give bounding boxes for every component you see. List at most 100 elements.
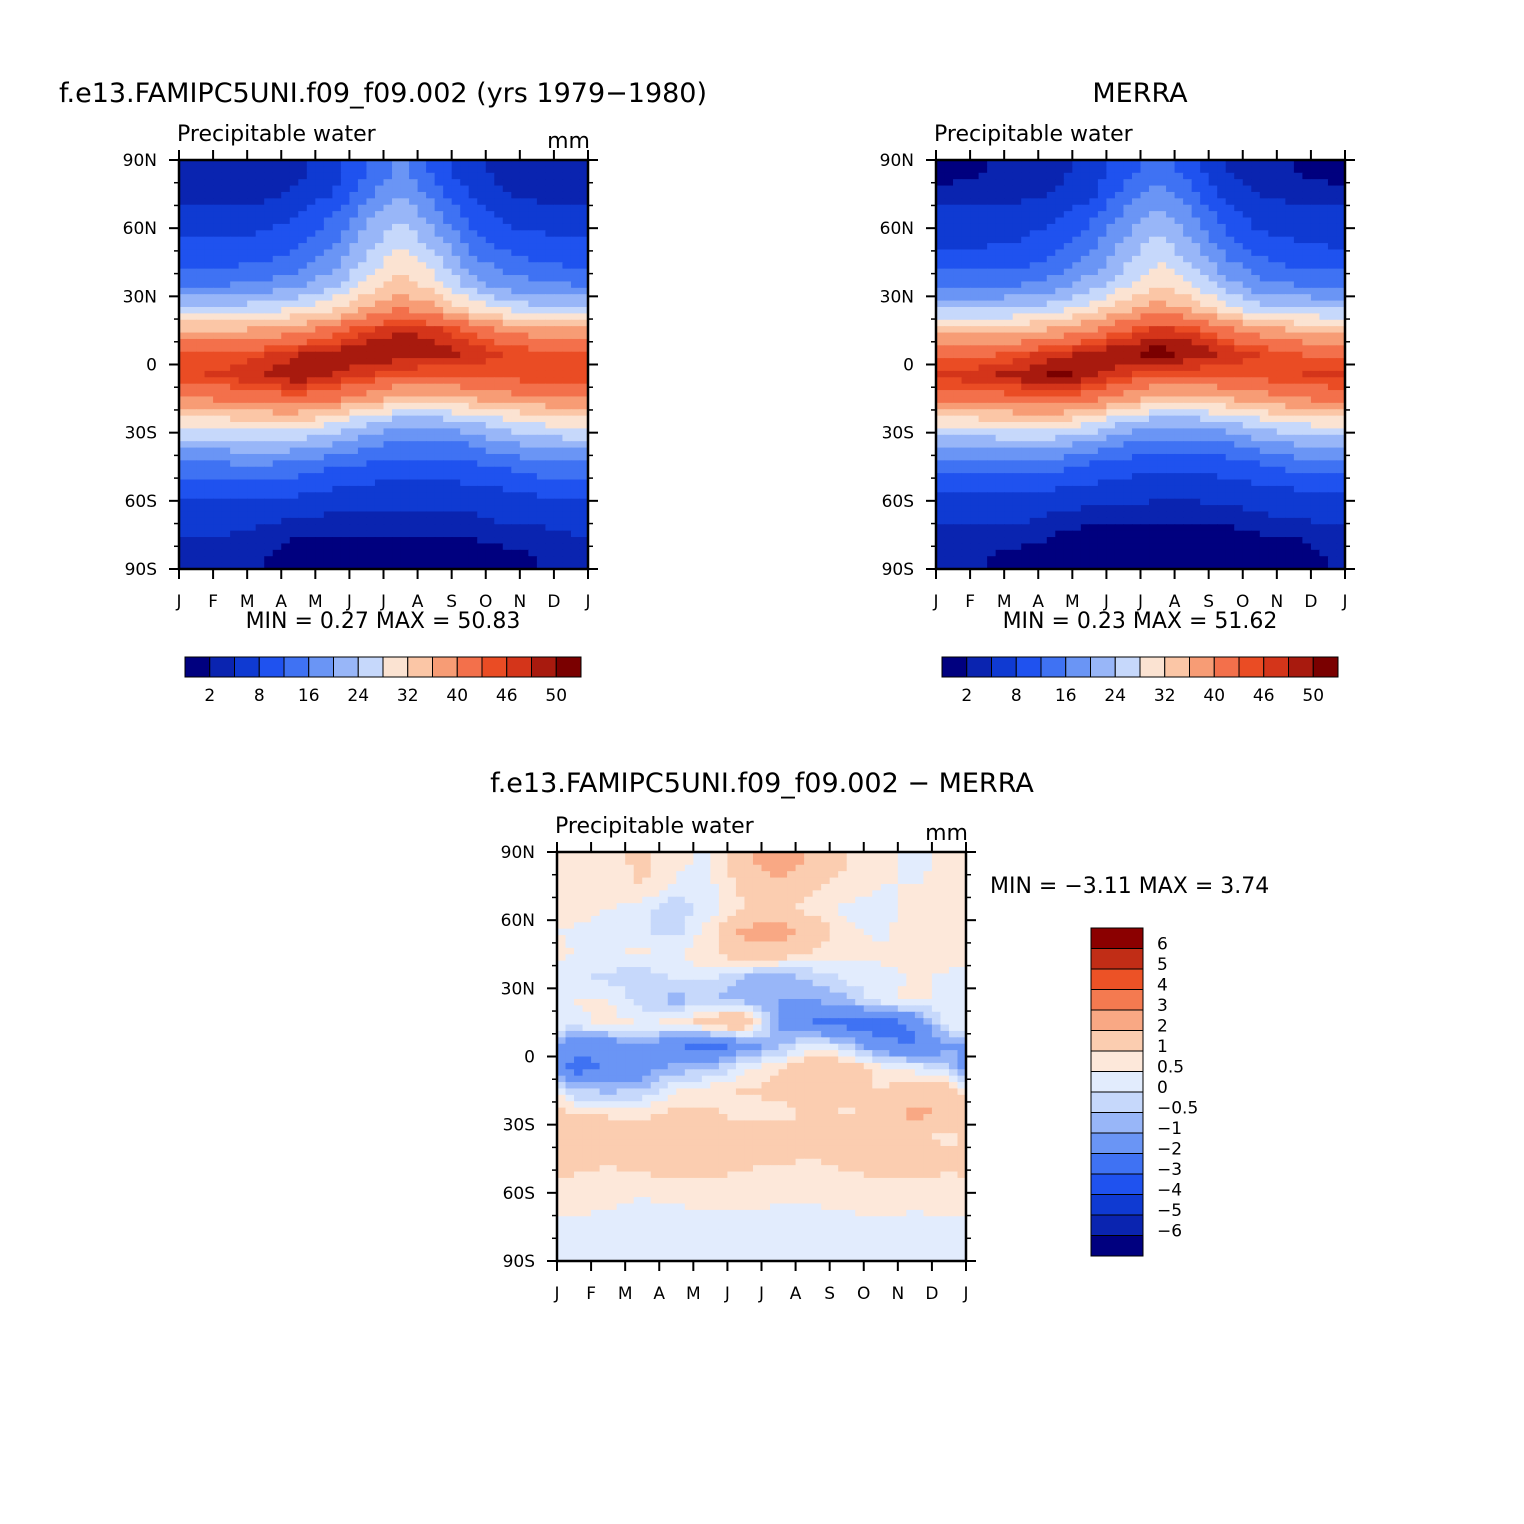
field-cell bbox=[1259, 345, 1269, 353]
field-cell bbox=[519, 466, 529, 474]
field-cell bbox=[944, 160, 954, 167]
field-cell bbox=[528, 236, 538, 244]
field-cell bbox=[1217, 345, 1227, 353]
field-cell bbox=[1293, 390, 1303, 398]
field-cell bbox=[460, 160, 470, 167]
field-cell bbox=[255, 422, 265, 430]
field-cell bbox=[460, 166, 470, 174]
field-cell bbox=[238, 179, 248, 187]
field-cell bbox=[1285, 287, 1295, 295]
field-cell bbox=[417, 191, 427, 199]
field-cell bbox=[485, 313, 495, 321]
field-cell bbox=[264, 294, 274, 302]
field-cell bbox=[511, 460, 521, 468]
field-cell bbox=[179, 364, 189, 372]
field-cell bbox=[409, 351, 419, 359]
field-cell bbox=[1208, 179, 1218, 187]
field-cell bbox=[196, 524, 206, 532]
field-cell bbox=[238, 198, 248, 206]
field-cell bbox=[255, 313, 265, 321]
field-cell bbox=[1021, 370, 1031, 378]
field-cell bbox=[970, 396, 980, 404]
field-cell bbox=[562, 473, 572, 481]
field-cell bbox=[1319, 319, 1329, 327]
field-cell bbox=[528, 300, 538, 308]
field-cell bbox=[1149, 377, 1159, 385]
field-cell bbox=[528, 217, 538, 225]
field-cell bbox=[451, 172, 461, 180]
field-cell bbox=[289, 409, 299, 417]
field-cell bbox=[451, 524, 461, 532]
field-cell bbox=[187, 281, 197, 289]
field-cell bbox=[579, 281, 589, 289]
field-cell bbox=[315, 281, 325, 289]
field-cell bbox=[366, 390, 376, 398]
field-cell bbox=[247, 556, 257, 564]
field-cell bbox=[944, 319, 954, 327]
field-cell bbox=[213, 338, 223, 346]
field-cell bbox=[970, 332, 980, 340]
field-cell bbox=[477, 191, 487, 199]
field-cell bbox=[264, 390, 274, 398]
field-cell bbox=[494, 364, 504, 372]
field-cell bbox=[366, 415, 376, 423]
field-cell bbox=[1302, 332, 1312, 340]
field-cell bbox=[426, 287, 436, 295]
field-cell bbox=[1200, 370, 1210, 378]
field-cell bbox=[323, 434, 333, 442]
field-cell bbox=[1004, 338, 1014, 346]
field-cell bbox=[1183, 358, 1193, 366]
field-cell bbox=[1072, 255, 1082, 263]
field-cell bbox=[485, 319, 495, 327]
field-cell bbox=[562, 300, 572, 308]
field-cell bbox=[987, 370, 997, 378]
field-cell bbox=[936, 390, 946, 398]
field-cell bbox=[1234, 306, 1244, 314]
field-cell bbox=[179, 511, 189, 519]
field-cell bbox=[485, 390, 495, 398]
field-cell bbox=[1251, 294, 1261, 302]
field-cell bbox=[315, 204, 325, 212]
field-cell bbox=[221, 358, 231, 366]
field-cell bbox=[213, 230, 223, 238]
field-cell bbox=[366, 262, 376, 270]
field-cell bbox=[426, 409, 436, 417]
field-cell bbox=[944, 306, 954, 314]
field-cell bbox=[562, 185, 572, 193]
field-cell bbox=[340, 281, 351, 289]
field-cell bbox=[179, 249, 189, 257]
field-cell bbox=[221, 517, 231, 525]
field-cell bbox=[366, 524, 376, 532]
field-cell bbox=[238, 345, 248, 353]
field-cell bbox=[1131, 332, 1142, 340]
field-cell bbox=[1268, 185, 1278, 193]
field-cell bbox=[323, 473, 333, 481]
field-cell bbox=[1089, 236, 1099, 244]
field-cell bbox=[1225, 243, 1235, 251]
field-cell bbox=[400, 377, 410, 385]
field-cell bbox=[1140, 236, 1150, 244]
field-cell bbox=[247, 409, 257, 417]
field-cell bbox=[1234, 243, 1244, 251]
field-cell bbox=[494, 179, 504, 187]
field-cell bbox=[392, 402, 402, 410]
field-cell bbox=[357, 230, 368, 238]
field-cell bbox=[545, 498, 555, 506]
field-cell bbox=[272, 236, 282, 244]
field-cell bbox=[264, 217, 274, 225]
field-cell bbox=[306, 332, 316, 340]
field-cell bbox=[179, 562, 189, 570]
field-cell bbox=[477, 428, 487, 436]
field-cell bbox=[451, 543, 461, 551]
field-cell bbox=[392, 562, 402, 570]
field-cell bbox=[1038, 198, 1048, 206]
field-cell bbox=[1234, 390, 1244, 398]
field-cell bbox=[264, 466, 274, 474]
field-cell bbox=[443, 460, 453, 468]
field-cell bbox=[1029, 281, 1039, 289]
field-cell bbox=[230, 332, 240, 340]
field-cell bbox=[298, 364, 308, 372]
field-cell bbox=[213, 172, 223, 180]
field-cell bbox=[1242, 166, 1252, 174]
field-cell bbox=[1268, 255, 1278, 263]
